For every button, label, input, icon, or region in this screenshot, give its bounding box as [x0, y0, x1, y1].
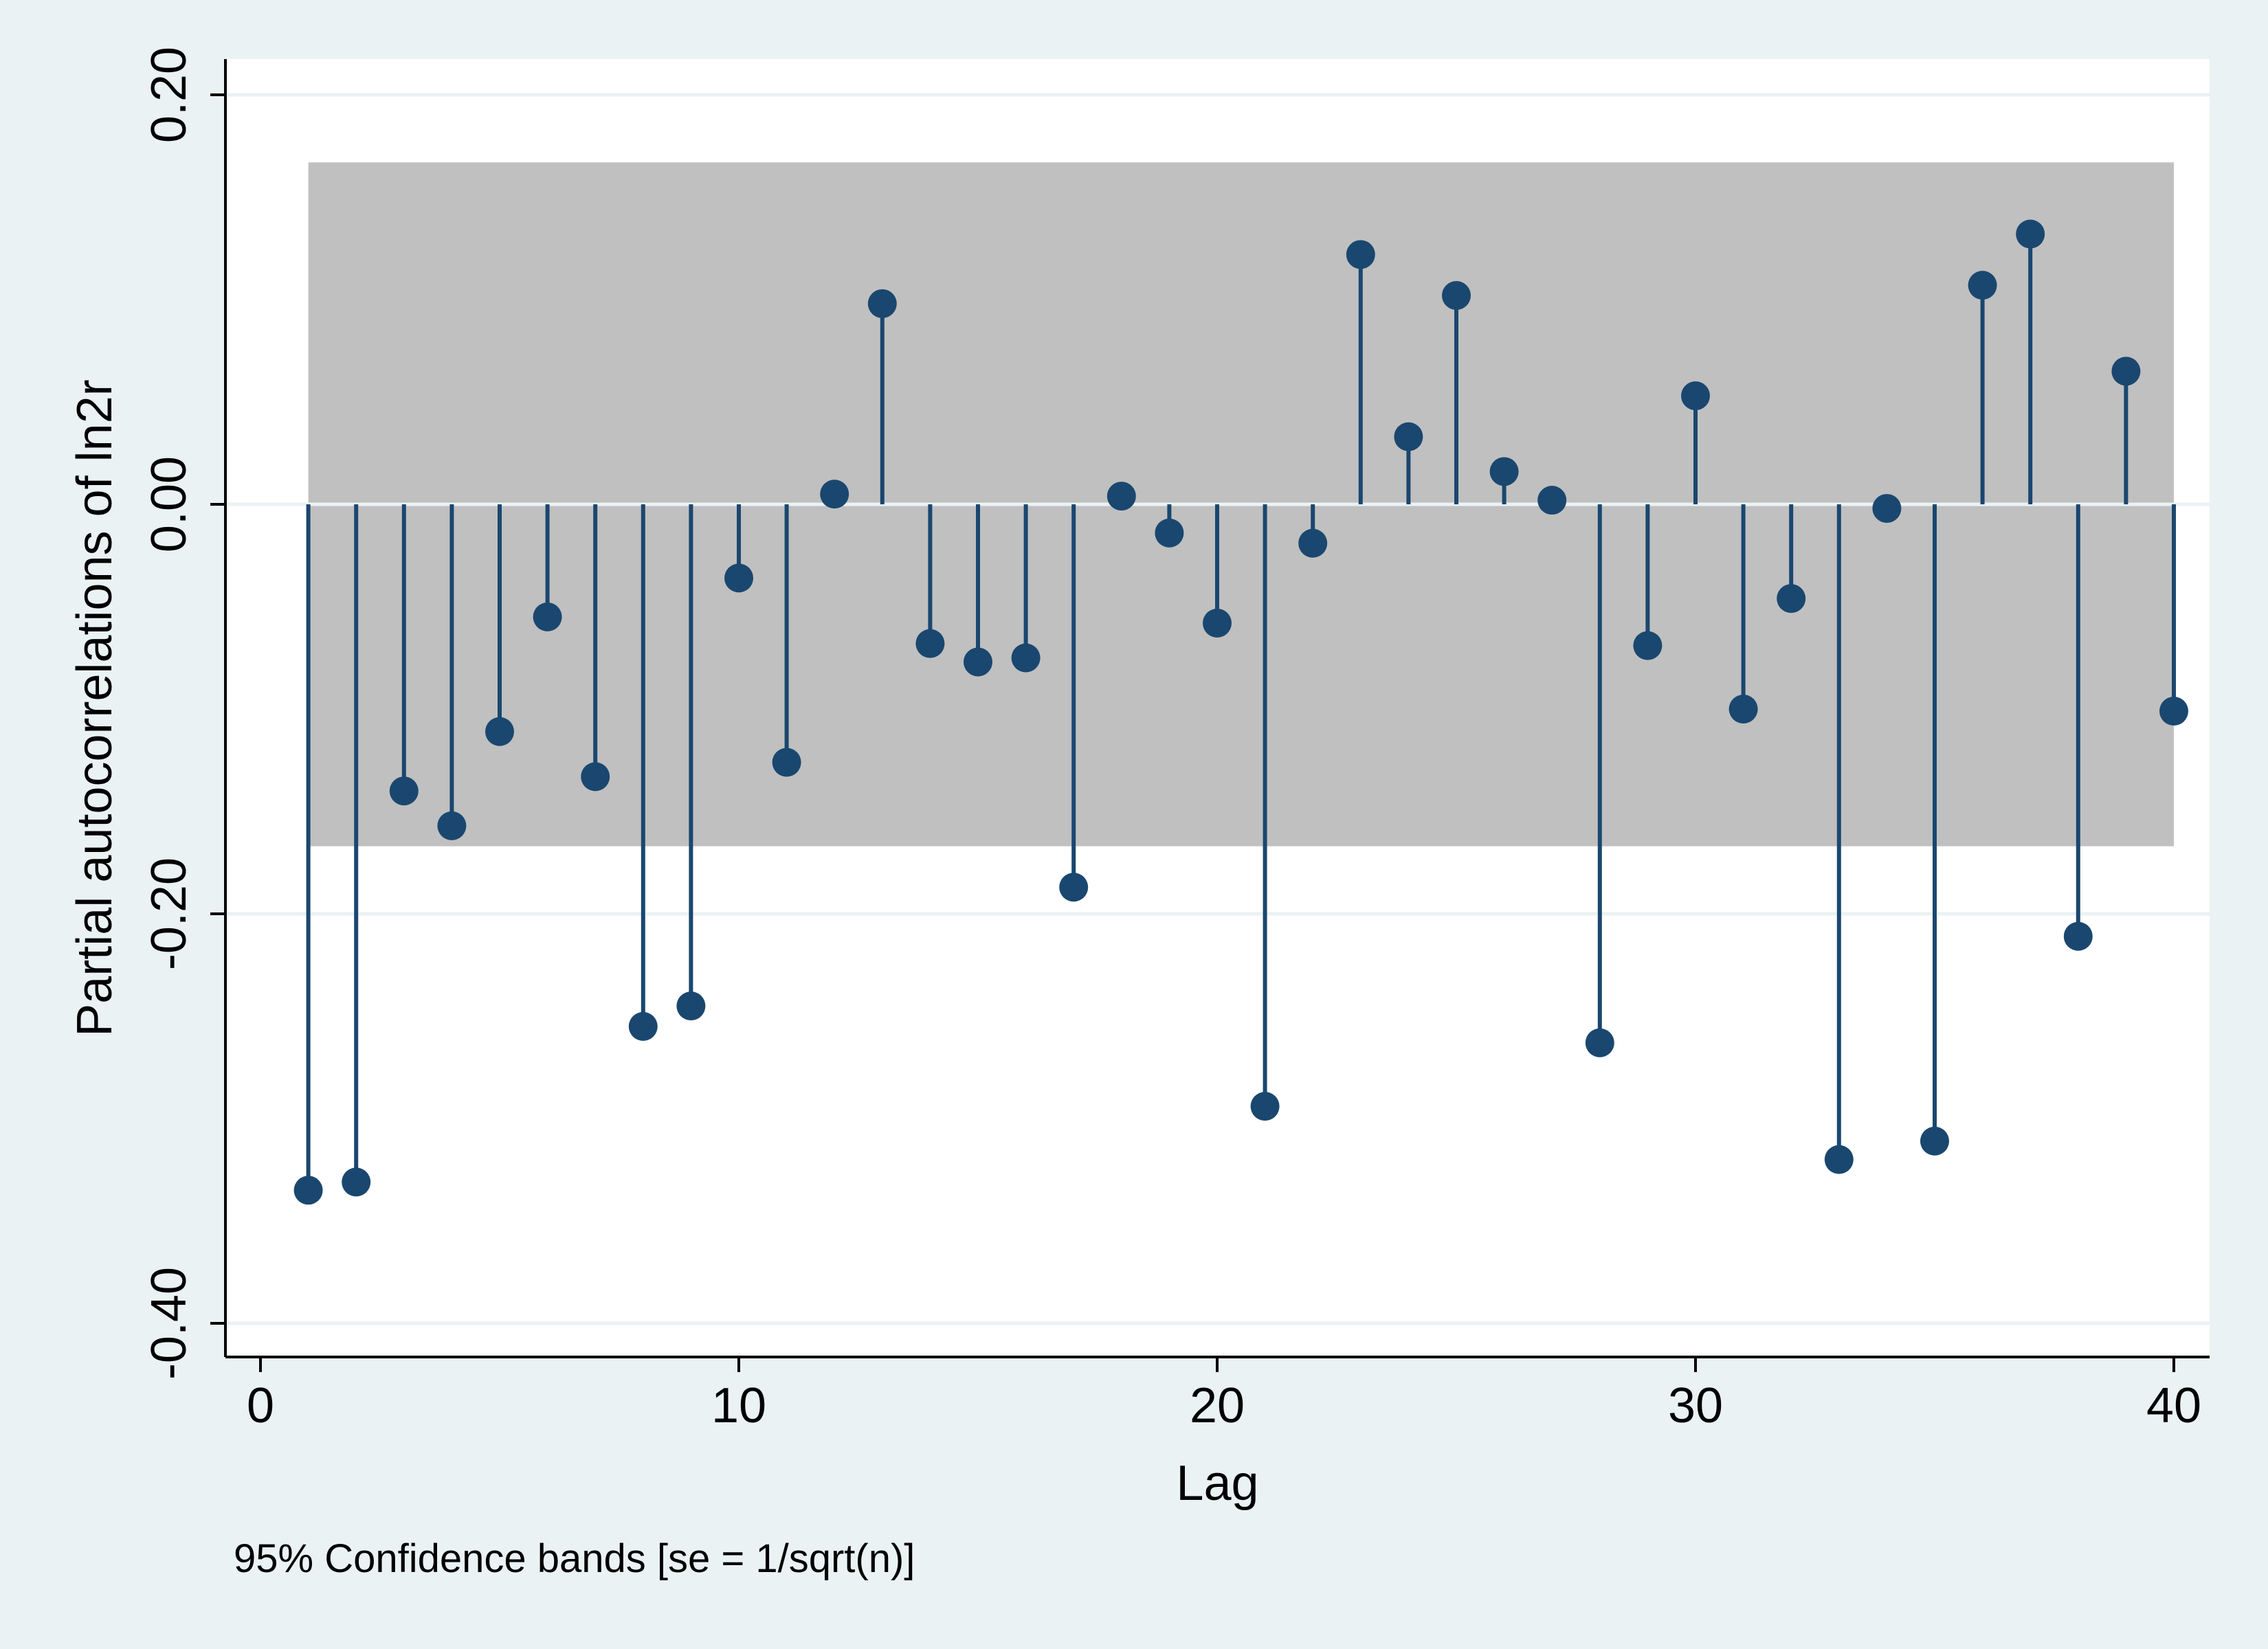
point-3: [389, 776, 419, 806]
point-17: [1059, 873, 1089, 902]
point-19: [1155, 518, 1184, 548]
point-30: [1681, 381, 1710, 411]
x-tick-label: 10: [711, 1378, 766, 1433]
point-21: [1250, 1092, 1280, 1121]
point-22: [1298, 528, 1328, 558]
point-13: [867, 289, 897, 318]
point-35: [1920, 1126, 1949, 1156]
y-tick-label: 0.00: [142, 456, 197, 552]
y-axis-title: Partial autocorrelations of ln2r: [67, 379, 122, 1037]
point-27: [1537, 486, 1567, 515]
markers-group: [293, 219, 2188, 1205]
point-5: [485, 717, 514, 746]
point-39: [2111, 357, 2141, 386]
point-18: [1107, 482, 1136, 511]
x-tick-label: 0: [247, 1378, 274, 1433]
point-10: [724, 563, 753, 593]
point-16: [1011, 643, 1041, 673]
x-tick-label: 40: [2146, 1378, 2201, 1433]
point-15: [964, 647, 992, 677]
point-9: [676, 991, 706, 1021]
point-7: [581, 762, 610, 792]
point-29: [1633, 631, 1663, 660]
point-38: [2063, 921, 2093, 951]
point-1: [293, 1176, 323, 1205]
point-2: [342, 1167, 371, 1197]
x-axis-title: Lag: [1176, 1456, 1258, 1511]
point-33: [1824, 1145, 1854, 1174]
point-20: [1203, 608, 1232, 638]
point-4: [437, 811, 467, 840]
point-11: [772, 748, 801, 777]
point-32: [1777, 584, 1806, 614]
x-tick-label: 30: [1668, 1378, 1723, 1433]
y-tick-label: -0.40: [142, 1267, 197, 1380]
point-31: [1728, 695, 1758, 723]
point-8: [628, 1011, 658, 1041]
point-40: [2159, 696, 2188, 726]
point-25: [1442, 281, 1471, 311]
point-37: [2016, 219, 2045, 249]
axes-group: [210, 59, 2210, 1372]
point-14: [915, 629, 945, 658]
point-36: [1968, 271, 1997, 300]
point-28: [1585, 1028, 1614, 1057]
point-26: [1489, 457, 1519, 486]
point-34: [1872, 493, 1902, 523]
y-tick-label: -0.20: [142, 857, 197, 970]
point-23: [1346, 240, 1375, 269]
point-24: [1394, 422, 1423, 451]
y-tick-label: 0.20: [142, 47, 197, 143]
x-tick-label: 20: [1190, 1378, 1245, 1433]
point-12: [820, 480, 849, 509]
x-tick-labels: 0 10 20 30 40: [247, 1378, 2201, 1433]
chart-note: 95% Confidence bands [se = 1/sqrt(n)]: [234, 1536, 915, 1581]
y-tick-labels: -0.40 -0.20 0.00 0.20: [142, 47, 197, 1380]
point-6: [533, 602, 562, 631]
